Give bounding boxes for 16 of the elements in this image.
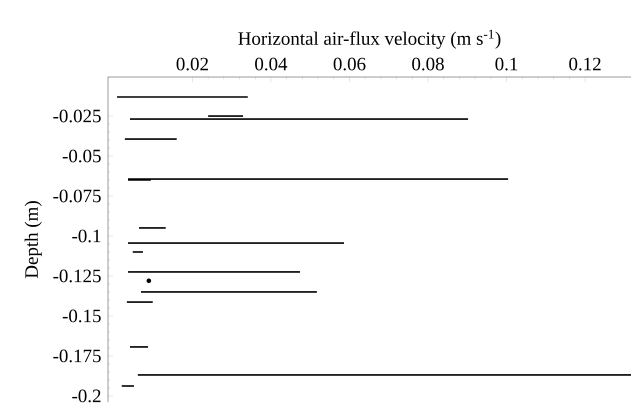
x-tick-label: 0.02 bbox=[176, 58, 208, 70]
y-tick-label: -0.175 bbox=[53, 350, 101, 362]
y-tick-label: -0.05 bbox=[62, 150, 101, 162]
y-tick-label: -0.125 bbox=[53, 270, 101, 282]
x-tick-label: 0.04 bbox=[255, 58, 288, 70]
y-tick-label: -0.2 bbox=[72, 390, 100, 402]
y-axis-title: Depth (m) bbox=[24, 201, 42, 278]
x-tick-label: 0.1 bbox=[495, 58, 518, 70]
x-axis-title: Horizontal air-flux velocity (m s$^{-1}$) bbox=[238, 30, 500, 49]
y-tick-label: -0.025 bbox=[53, 110, 101, 122]
x-tick-label: 0.12 bbox=[569, 58, 601, 70]
x-tick-label: 0.06 bbox=[334, 58, 366, 70]
y-tick-label: -0.075 bbox=[53, 190, 101, 202]
y-tick-label: -0.15 bbox=[62, 310, 101, 322]
y-tick-label: -0.1 bbox=[72, 230, 100, 242]
x-tick-label: 0.08 bbox=[412, 58, 444, 70]
